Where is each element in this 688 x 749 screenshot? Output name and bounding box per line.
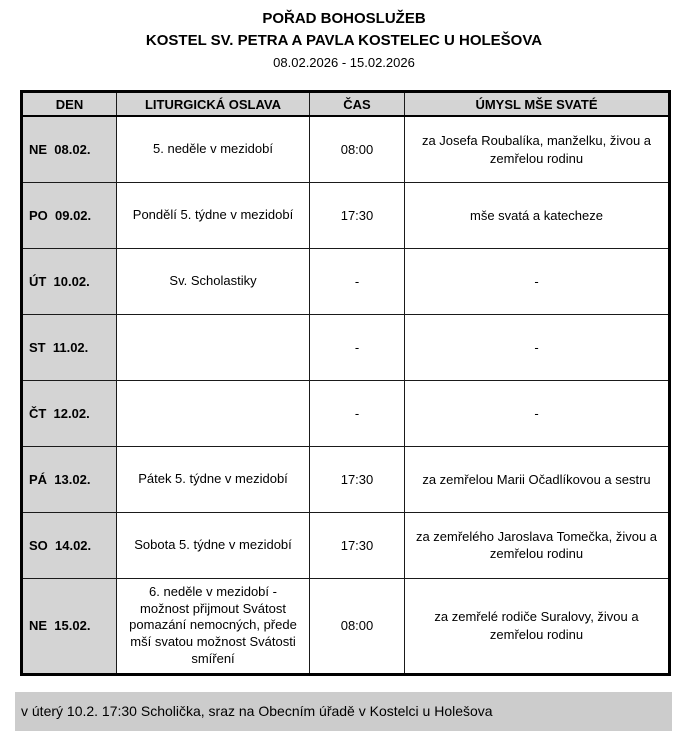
table-row: SO 14.02. Sobota 5. týdne v mezidobí 17:30…: [21, 511, 670, 579]
table-row: ČT 12.02. - -: [21, 379, 670, 447]
mass-intention-cell: -: [404, 247, 670, 315]
footer-note: v úterý 10.2. 17:30 Scholička, sraz na O…: [15, 691, 672, 731]
table-row: PÁ 13.02. Pátek 5. týdne v mezidobí 17:30 z…: [21, 445, 670, 513]
column-header-umysl-mse-svate: ÚMYSL MŠE SVATÉ: [404, 91, 670, 118]
time-cell: 17:30: [309, 511, 405, 579]
column-header-cas: ČAS: [309, 91, 405, 118]
time-cell: 17:30: [309, 445, 405, 513]
date-range: 08.02.2026 - 15.02.2026: [273, 54, 415, 70]
schedule-table: DEN LITURGICKÁ OSLAVA ČAS ÚMYSL MŠE SVAT…: [20, 90, 671, 676]
time-cell: -: [309, 313, 405, 381]
day-cell: ÚT 10.02.: [21, 247, 117, 315]
time-cell: 08:00: [309, 115, 405, 183]
page-title: POŘAD BOHOSLUŽEB: [262, 10, 426, 27]
time-cell: -: [309, 379, 405, 447]
church-name: KOSTEL SV. PETRA A PAVLA KOSTELEC U HOLE…: [145, 31, 543, 49]
day-cell: PÁ 13.02.: [21, 445, 117, 513]
mass-intention-cell: za zemřelé rodiče Suralovy, živou a zemř…: [404, 577, 670, 675]
liturgical-celebration-cell: [116, 313, 310, 381]
title-block: POŘAD BOHOSLUŽEB KOSTEL SV. PETRA A PAVL…: [0, 8, 688, 72]
table-header-row: DEN LITURGICKÁ OSLAVA ČAS ÚMYSL MŠE SVAT…: [21, 91, 670, 118]
day-cell: SO 14.02.: [21, 511, 117, 579]
table-row: NE 15.02. 6. neděle v mezidobí - možnost …: [21, 577, 670, 675]
liturgical-celebration-cell: Pondělí 5. týdne v mezidobí: [116, 181, 310, 249]
mass-intention-cell: mše svatá a katecheze: [404, 181, 670, 249]
day-cell: ČT 12.02.: [21, 379, 117, 447]
column-header-den: DEN: [21, 91, 117, 118]
mass-intention-cell: -: [404, 379, 670, 447]
mass-intention-cell: za Josefa Roubalíka, manželku, živou a z…: [404, 115, 670, 183]
liturgical-celebration-cell: Pátek 5. týdne v mezidobí: [116, 445, 310, 513]
column-header-liturgicka-oslava: LITURGICKÁ OSLAVA: [116, 91, 310, 118]
day-cell: NE 08.02.: [21, 115, 117, 183]
table-row: PO 09.02. Pondělí 5. týdne v mezidobí 17:3…: [21, 181, 670, 249]
mass-intention-cell: za zemřelého Jaroslava Tomečka, živou a …: [404, 511, 670, 579]
mass-intention-cell: -: [404, 313, 670, 381]
table-row: NE 08.02. 5. neděle v mezidobí 08:00 za Jos…: [21, 115, 670, 183]
day-cell: NE 15.02.: [21, 577, 117, 675]
time-cell: -: [309, 247, 405, 315]
table-row: ST 11.02. - -: [21, 313, 670, 381]
liturgical-celebration-cell: Sv. Scholastiky: [116, 247, 310, 315]
day-cell: PO 09.02.: [21, 181, 117, 249]
time-cell: 17:30: [309, 181, 405, 249]
liturgical-celebration-cell: 6. neděle v mezidobí - možnost přijmout …: [116, 577, 310, 675]
mass-intention-cell: za zemřelou Marii Očadlíkovou a sestru: [404, 445, 670, 513]
liturgical-celebration-cell: [116, 379, 310, 447]
liturgical-celebration-cell: 5. neděle v mezidobí: [116, 115, 310, 183]
time-cell: 08:00: [309, 577, 405, 675]
table-row: ÚT 10.02. Sv. Scholastiky - -: [21, 247, 670, 315]
day-cell: ST 11.02.: [21, 313, 117, 381]
liturgical-celebration-cell: Sobota 5. týdne v mezidobí: [116, 511, 310, 579]
